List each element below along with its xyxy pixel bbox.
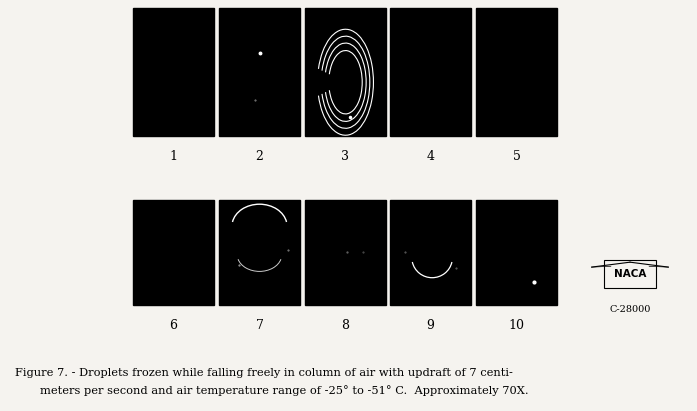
Text: 8: 8	[342, 319, 349, 332]
Bar	[133, 200, 214, 305]
Text: 3: 3	[342, 150, 349, 163]
Text: meters per second and air temperature range of -25° to -51° C.  Approximately 70: meters per second and air temperature ra…	[40, 385, 528, 396]
Text: 4: 4	[427, 150, 434, 163]
Text: 2: 2	[256, 150, 263, 163]
Bar	[133, 8, 214, 136]
Bar	[476, 200, 557, 305]
Text: 9: 9	[427, 319, 434, 332]
Bar	[476, 8, 557, 136]
Bar	[390, 200, 471, 305]
Text: 7: 7	[256, 319, 263, 332]
Bar	[219, 8, 300, 136]
Bar	[305, 8, 386, 136]
Text: NACA: NACA	[614, 269, 646, 279]
Bar	[390, 8, 471, 136]
Text: C-28000: C-28000	[609, 305, 651, 314]
Bar	[305, 200, 386, 305]
Text: 6: 6	[169, 319, 178, 332]
Text: Figure 7. - Droplets frozen while falling freely in column of air with updraft o: Figure 7. - Droplets frozen while fallin…	[15, 368, 513, 378]
Bar	[604, 260, 657, 288]
Text: 1: 1	[169, 150, 178, 163]
Bar	[219, 200, 300, 305]
Text: 10: 10	[509, 319, 525, 332]
Text: 5: 5	[512, 150, 521, 163]
